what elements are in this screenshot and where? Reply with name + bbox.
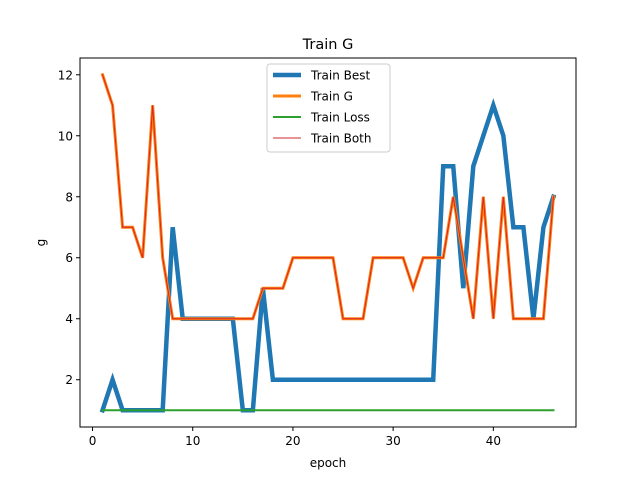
y-axis-label: g — [34, 239, 48, 247]
y-tick-label: 12 — [58, 68, 73, 82]
legend-label-train-loss: Train Loss — [310, 111, 370, 125]
series-line-train-both — [101, 74, 554, 320]
y-tick-label: 4 — [65, 312, 73, 326]
x-tick-label: 30 — [385, 434, 400, 448]
legend: Train Best Train G Train Loss Train Both — [266, 63, 391, 153]
series-layer — [99, 72, 557, 414]
legend-label-train-best: Train Best — [310, 69, 370, 83]
x-tick-label: 40 — [486, 434, 501, 448]
y-tick-label: 2 — [65, 373, 73, 387]
x-axis-label: epoch — [310, 456, 347, 470]
y-tick-label: 8 — [65, 190, 73, 204]
x-tick-label: 20 — [285, 434, 300, 448]
y-tick-label: 6 — [65, 251, 73, 265]
legend-label-train-both: Train Both — [310, 132, 372, 146]
legend-box — [266, 63, 391, 153]
x-axis-ticks: 0 10 20 30 40 — [89, 427, 501, 448]
series-line-train-best — [99, 98, 557, 414]
chart-title: Train G — [302, 37, 354, 53]
legend-label-train-g: Train G — [310, 90, 353, 104]
y-tick-label: 10 — [58, 129, 73, 143]
x-tick-label: 10 — [185, 434, 200, 448]
plot-frame — [79, 57, 577, 428]
y-axis-ticks: 2 4 6 8 10 12 — [58, 68, 80, 387]
x-tick-label: 0 — [89, 434, 97, 448]
